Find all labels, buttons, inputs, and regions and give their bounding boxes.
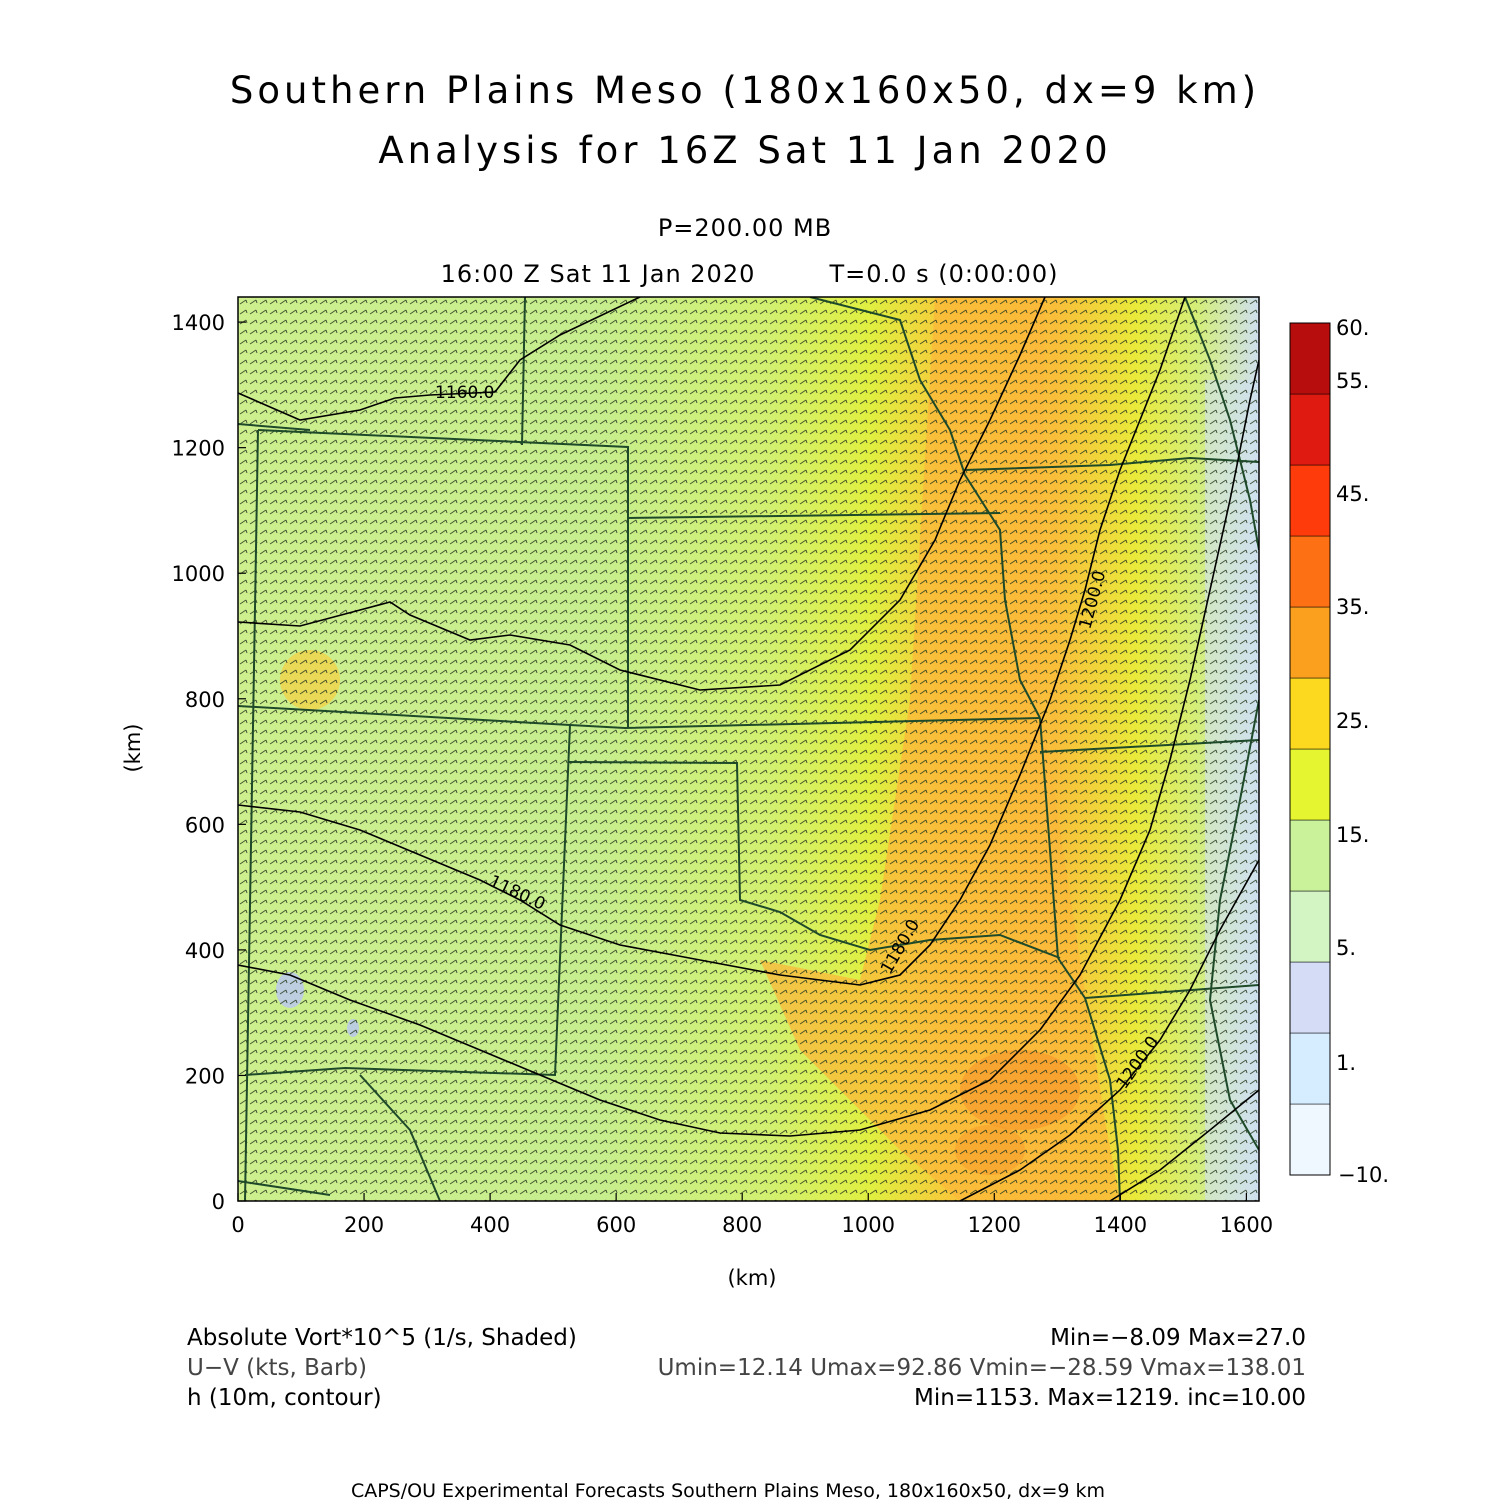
y-tick-label: 1200	[172, 437, 225, 461]
political-boundaries	[238, 297, 1259, 1201]
colorbar-swatch	[1289, 819, 1331, 892]
x-tick-label: 1400	[1094, 1213, 1147, 1237]
y-tick-label: 400	[185, 939, 225, 963]
pressure-level: P=200.00 MB	[658, 214, 832, 242]
field3-name: h (10m, contour)	[187, 1385, 382, 1411]
y-tick-label: 1000	[172, 562, 225, 586]
field1-stats: Min=−8.09 Max=27.0	[1050, 1325, 1306, 1351]
y-tick-label: 800	[185, 688, 225, 712]
colorbar-swatch	[1289, 606, 1331, 679]
x-tick-label: 1600	[1220, 1213, 1273, 1237]
colorbar-label: −10.	[1338, 1163, 1389, 1187]
colorbar-frame	[1289, 322, 1331, 1176]
colorbar-swatch	[1289, 1032, 1331, 1105]
credit-line: CAPS/OU Experimental Forecasts Southern …	[351, 1480, 1105, 1500]
y-axis: 0 200 400 600 800 1000 1200 1400	[172, 311, 246, 1214]
x-tick-label: 400	[470, 1213, 510, 1237]
colorbar-swatch	[1289, 393, 1331, 466]
y-tick-label: 200	[185, 1064, 225, 1088]
colorbar-swatch	[1289, 677, 1331, 750]
valid-time: 16:00 Z Sat 11 Jan 2020	[441, 260, 756, 288]
y-tick-label: 1400	[172, 311, 225, 335]
field3-stats: Min=1153. Max=1219. inc=10.00	[914, 1385, 1306, 1411]
forecast-time: T=0.0 s (0:00:00)	[829, 260, 1059, 288]
colorbar-label: 35.	[1336, 595, 1369, 619]
colorbar-label: 5.	[1336, 936, 1356, 960]
x-axis-label: (km)	[727, 1266, 776, 1290]
y-tick-label: 0	[212, 1190, 225, 1214]
colorbar-swatch	[1289, 464, 1331, 537]
colorbar-label: 25.	[1336, 709, 1369, 733]
colorbar-swatch	[1289, 890, 1331, 963]
plot-frame	[237, 296, 1260, 1202]
x-tick-label: 600	[596, 1213, 636, 1237]
colorbar-label: 55.	[1336, 369, 1369, 393]
x-tick-label: 1000	[842, 1213, 895, 1237]
x-axis: 0 200 400 600 800 1000 1200 1400 1600	[231, 1193, 1273, 1237]
colorbar-label: 1.	[1336, 1051, 1356, 1075]
map-plot: 1160.0 1180.0 1180.0 1200.0 1200.0	[238, 297, 1259, 1201]
colorbar-swatch	[1289, 322, 1331, 395]
x-tick-label: 200	[344, 1213, 384, 1237]
x-tick-label: 0	[231, 1213, 244, 1237]
x-tick-label: 1200	[968, 1213, 1021, 1237]
colorbar: 60. 55. 45. 35. 25. 15. 5. 1. −10.	[1289, 316, 1389, 1187]
colorbar-swatch	[1289, 535, 1331, 608]
y-axis-label: (km)	[121, 723, 145, 772]
colorbar-label: 45.	[1336, 482, 1369, 506]
colorbar-swatch	[1289, 961, 1331, 1034]
colorbar-swatch	[1289, 748, 1331, 821]
y-tick-label: 600	[185, 813, 225, 837]
colorbar-label: 15.	[1336, 823, 1369, 847]
field1-name: Absolute Vort*10^5 (1/s, Shaded)	[187, 1325, 577, 1351]
field2-stats: Umin=12.14 Umax=92.86 Vmin=−28.59 Vmax=1…	[658, 1355, 1306, 1381]
colorbar-label: 60.	[1336, 316, 1369, 340]
title-line-2: Analysis for 16Z Sat 11 Jan 2020	[378, 129, 1111, 172]
x-tick-label: 800	[722, 1213, 762, 1237]
height-contours	[238, 297, 1259, 1201]
title-line-1: Southern Plains Meso (180x160x50, dx=9 k…	[230, 69, 1260, 112]
colorbar-swatch	[1289, 1103, 1331, 1176]
field2-name: U−V (kts, Barb)	[187, 1355, 367, 1381]
contour-label-1: 1160.0	[435, 383, 494, 403]
